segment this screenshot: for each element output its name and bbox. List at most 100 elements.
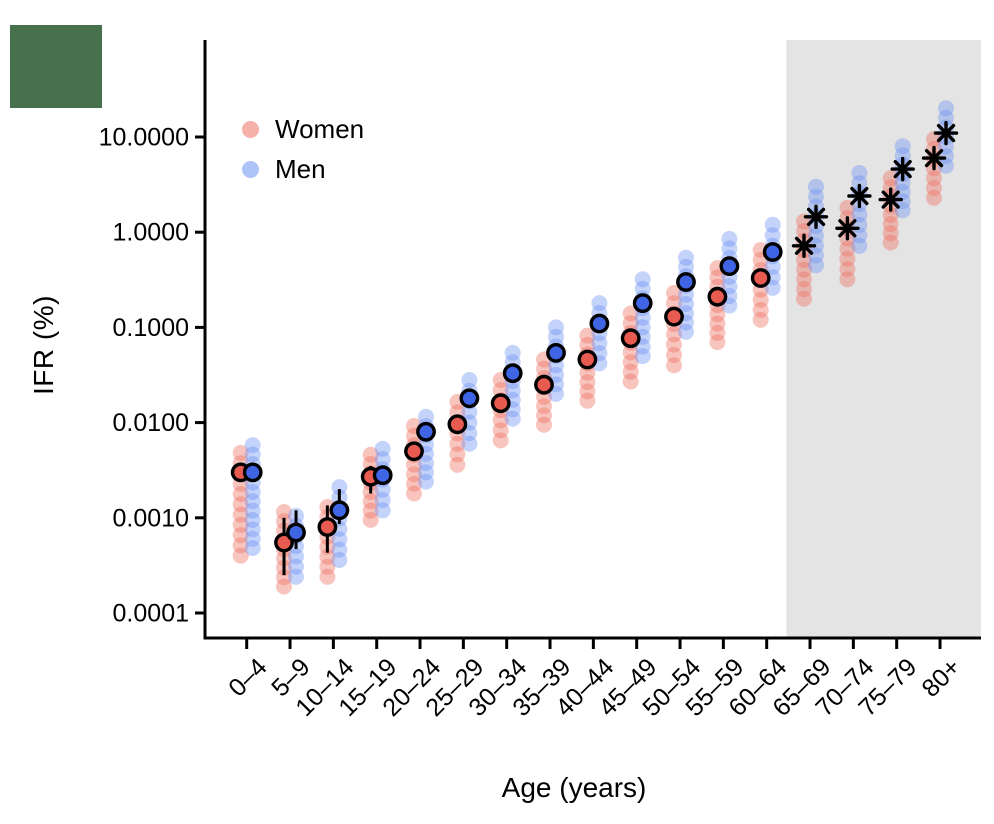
men-central-marker — [589, 313, 610, 334]
asterisk-spoke — [936, 123, 956, 143]
men-strip-dot — [244, 521, 261, 538]
women-strip-dot — [232, 516, 249, 533]
men-strip-dot — [244, 493, 261, 510]
men-strip-dot — [244, 540, 261, 557]
y-tick-label: 0.0001 — [113, 600, 189, 628]
women-strip-dot — [579, 374, 596, 391]
women-strip-dot — [492, 432, 509, 449]
men-strip-dot — [721, 278, 738, 295]
women-strip-dot — [666, 347, 682, 363]
men-strip-dot — [938, 109, 954, 126]
men-strip-dot — [764, 216, 781, 233]
men-strip-dot — [851, 206, 868, 223]
men-strip-dot — [634, 280, 651, 297]
women-legend-dot-icon — [242, 121, 259, 138]
women-strip-dot — [579, 383, 596, 400]
men-strip-dot — [244, 437, 261, 454]
men-strip-dot — [894, 147, 911, 164]
women-strip-dot — [839, 271, 856, 288]
women-strip-dot — [752, 301, 769, 318]
women-central-marker — [750, 268, 771, 288]
women-strip-dot — [709, 324, 726, 341]
women-strip-dot — [536, 360, 552, 377]
men-strip-dot — [244, 530, 261, 547]
men-central-marker — [719, 256, 740, 276]
women-strip-dot — [232, 547, 249, 564]
men-strip-dot — [938, 100, 954, 117]
men-central-marker — [242, 462, 263, 483]
men-strip-dot — [461, 403, 478, 420]
women-central-marker — [534, 374, 554, 395]
women-strip-dot — [232, 444, 249, 461]
men-strip-dot — [374, 481, 391, 498]
men-central-marker — [676, 272, 696, 292]
y-tick-label: 0.1000 — [113, 314, 189, 342]
men-strip-dot — [894, 174, 911, 191]
women-strip-dot — [579, 364, 596, 381]
women-strip-dot — [492, 422, 509, 439]
women-strip-dot — [926, 189, 942, 206]
legend-item-men: Men — [242, 154, 364, 185]
men-strip-dot — [851, 237, 868, 254]
women-strip-dot — [882, 216, 899, 233]
men-strip-dot — [764, 227, 781, 244]
men-strip-dot — [244, 502, 261, 519]
women-strip-dot — [579, 327, 596, 344]
men-central-marker — [546, 342, 566, 363]
men-strip-dot — [418, 473, 434, 490]
y-tick-label: 1.0000 — [113, 219, 189, 247]
women-central-marker — [664, 306, 684, 327]
green-square — [10, 25, 102, 108]
highlight-region-65plus — [786, 40, 981, 638]
men-strip-dot — [851, 227, 868, 244]
men-strip-dot — [374, 440, 391, 457]
men-strip-dot — [634, 348, 651, 365]
women-strip-dot — [882, 225, 899, 242]
men-strip-dot — [894, 184, 911, 200]
women-strip-dot — [882, 179, 899, 196]
women-strip-dot — [622, 344, 639, 361]
men-strip-dot — [894, 193, 911, 210]
men-strip-dot — [634, 319, 651, 336]
women-strip-dot — [666, 295, 682, 312]
y-tick-label: 0.0100 — [113, 409, 189, 437]
women-strip-dot — [579, 336, 596, 353]
women-strip-dot — [709, 315, 726, 332]
men-central-marker — [632, 293, 653, 313]
men-central-marker — [329, 500, 350, 521]
men-strip-dot — [591, 295, 608, 312]
men-strip-dot — [634, 271, 651, 288]
women-strip-dot — [796, 271, 812, 288]
women-strip-dot — [666, 285, 682, 301]
women-strip-dot — [796, 223, 812, 239]
women-central-marker — [707, 286, 728, 307]
men-strip-dot — [461, 372, 478, 388]
men-strip-dot — [244, 446, 261, 463]
women-central-marker — [490, 393, 511, 414]
women-strip-dot — [622, 363, 639, 380]
men-strip-dot — [504, 410, 521, 427]
women-strip-dot — [926, 170, 942, 187]
men-strip-dot — [678, 296, 694, 312]
men-central-asterisk-icon — [933, 120, 959, 146]
men-strip-dot — [374, 502, 391, 519]
men-strip-dot — [808, 188, 824, 205]
asterisk-spoke — [881, 190, 900, 209]
men-legend-dot-icon — [242, 161, 259, 178]
men-strip-dot — [288, 568, 304, 585]
men-strip-dot — [418, 455, 434, 472]
women-strip-dot — [319, 558, 336, 575]
asterisk-spoke — [794, 236, 814, 255]
asterisk-spoke — [893, 159, 912, 179]
men-strip-dot — [244, 512, 261, 528]
women-strip-dot — [362, 511, 379, 528]
x-axis-title: Age (years) — [501, 772, 647, 803]
women-strip-dot — [406, 456, 422, 473]
women-strip-dot — [319, 568, 336, 585]
women-strip-dot — [796, 290, 812, 307]
women-strip-dot — [622, 315, 639, 332]
asterisk-spoke — [924, 148, 944, 168]
men-strip-dot — [418, 464, 434, 481]
women-strip-dot — [449, 456, 466, 473]
men-strip-dot — [244, 484, 261, 500]
